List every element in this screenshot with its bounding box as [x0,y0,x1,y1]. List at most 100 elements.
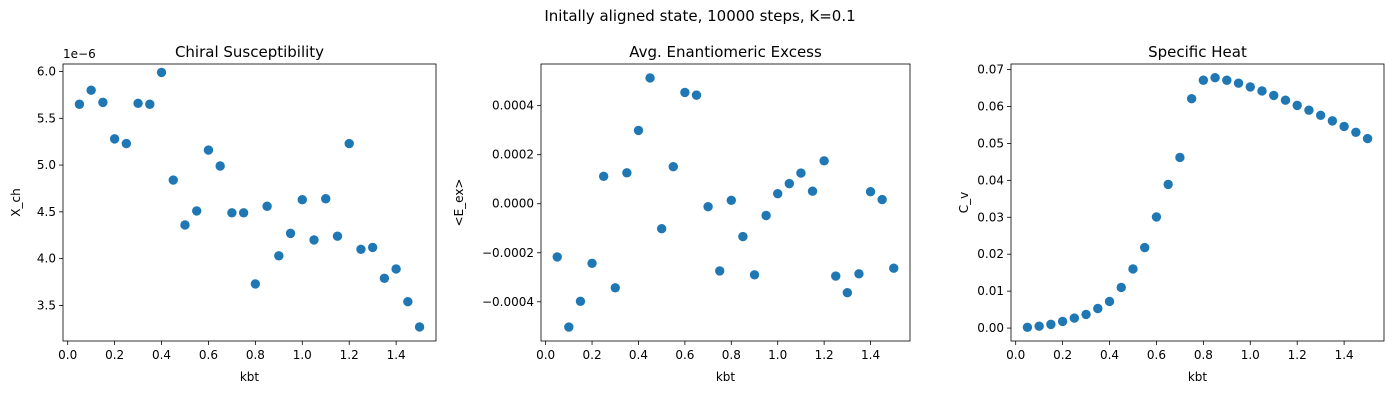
y-tick-label: 0.04 [977,173,1004,187]
data-point [1339,121,1349,132]
data-point [1151,212,1162,222]
data-point [1233,78,1244,88]
data-point [1245,82,1255,92]
data-point [1034,321,1044,331]
data-point [109,134,120,144]
x-tick-label: 0.0 [58,348,77,362]
x-tick-label: 0.4 [152,348,171,362]
data-point [274,251,284,261]
data-point [831,271,841,281]
data-point [807,186,818,196]
y-tick-label: 5.0 [37,158,56,172]
data-point [250,279,261,289]
x-tick-label: 1.4 [387,348,406,362]
subplot-1: Chiral Susceptibility 0.0 0.2 0.4 0.6 0.8 1.0 1… [9,43,437,384]
x-tick-label: 0.8 [722,348,741,362]
y-tick-label: 0.02 [977,247,1004,261]
y-tick-label: 3.5 [37,298,56,312]
x-tick-label: 1.4 [1335,348,1354,362]
data-point [1116,282,1126,293]
data-point [1022,322,1033,333]
data-point [645,73,655,83]
data-point [564,322,574,332]
data-point [332,231,343,241]
data-point [1222,75,1232,85]
data-point [1327,116,1338,126]
y-tick-label: −0.0004 [482,295,534,309]
data-point [1210,72,1220,83]
y-tick-label: −0.0002 [482,246,534,260]
y-tick-label: 0.0000 [492,197,534,211]
data-point [192,206,202,216]
x-tick-label: 1.2 [1288,348,1307,362]
data-point [297,194,307,205]
data-point [610,283,620,293]
data-point [1069,313,1080,323]
data-point [285,228,296,239]
data-point [262,201,272,211]
data-point [1093,303,1103,314]
data-point [691,90,702,100]
x-tick-label: 1.0 [1241,348,1260,362]
data-point [86,85,96,95]
axes-frame [1010,63,1385,342]
data-point [703,201,713,212]
data-point [74,99,85,109]
data-point [773,188,783,199]
y-tick-label: 0.03 [977,210,1004,224]
data-point [552,252,562,262]
data-point [1163,179,1173,190]
data-point [761,210,771,221]
subplot-title: Specific Heat [1148,43,1247,61]
y-tick-label: 0.00 [977,321,1004,335]
data-point [227,208,237,218]
data-point [133,98,143,109]
y-axis-label: C_v [957,192,971,213]
data-point [796,168,806,178]
y-tick-label: 0.0004 [492,99,534,113]
data-point [1046,319,1056,330]
data-point [680,87,690,98]
y-tick-label: 4.5 [37,205,56,219]
subplot-title: Avg. Enantiomeric Excess [629,43,822,61]
y-tick-label: 5.5 [37,111,56,125]
data-point [321,194,331,204]
data-point [1175,152,1185,163]
axes-frame [540,63,911,342]
data-point [1351,127,1361,138]
x-tick-label: 0.8 [246,348,265,362]
data-point [1280,95,1291,105]
x-tick-label: 0.6 [1147,348,1166,362]
data-point [1304,105,1314,115]
axis-offset-label: 1e−6 [63,47,96,61]
data-point [203,145,214,155]
data-point [656,224,667,234]
data-point [414,322,425,332]
data-point [633,125,644,136]
data-point [854,269,864,279]
x-tick-label: 0.4 [1100,348,1119,362]
y-tick-label: 0.06 [977,99,1004,113]
data-point [749,270,760,280]
y-tick-label: 0.01 [977,284,1004,298]
y-axis-label: <E_ex> [452,179,466,227]
data-point [356,244,366,254]
data-point [168,175,178,185]
x-tick-label: 0.2 [1053,348,1072,362]
x-tick-label: 1.2 [340,348,359,362]
data-point [145,99,155,109]
x-axis-label: kbt [240,370,260,384]
data-point [668,162,678,172]
x-tick-label: 0.2 [583,348,602,362]
data-point [575,296,586,306]
data-point [1104,296,1115,307]
data-point [379,273,390,284]
data-point [842,288,853,298]
data-point [622,168,632,178]
data-point [1292,100,1302,111]
y-tick-label: 0.0002 [492,148,534,162]
figure-suptitle: Initally aligned state, 10000 steps, K=0… [544,7,855,25]
y-tick-label: 0.05 [977,136,1004,150]
data-point [403,296,413,307]
